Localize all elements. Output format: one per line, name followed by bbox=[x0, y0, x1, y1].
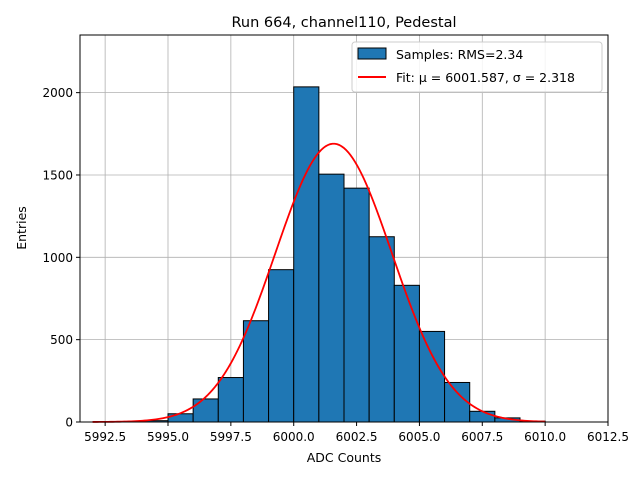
x-tick-label: 6007.5 bbox=[461, 430, 503, 444]
legend: Samples: RMS=2.34 Fit: μ = 6001.587, σ =… bbox=[351, 41, 603, 93]
legend-histogram-label: Samples: RMS=2.34 bbox=[396, 47, 523, 62]
y-tick-label: 0 bbox=[65, 416, 73, 430]
histogram-bar bbox=[217, 377, 244, 423]
histogram-bar bbox=[368, 236, 395, 423]
x-tick-label: 5995.0 bbox=[147, 430, 189, 444]
y-tick-label: 2000 bbox=[42, 86, 73, 100]
x-tick-label: 5997.5 bbox=[210, 430, 252, 444]
y-tick-label: 500 bbox=[50, 333, 73, 347]
x-tick-label: 6005.0 bbox=[398, 430, 440, 444]
histogram-bar bbox=[167, 413, 194, 423]
chart-title: Run 664, channel110, Pedestal bbox=[231, 15, 456, 31]
legend-fit-label: Fit: μ = 6001.587, σ = 2.318 bbox=[396, 70, 575, 85]
histogram-bar bbox=[293, 86, 320, 423]
y-tick-label: 1500 bbox=[42, 168, 73, 182]
plot-area: 5992.5 5995.0 5997.5 6000.0 6002.5 6005.0 6007… bbox=[42, 34, 629, 444]
y-tick-label: 1000 bbox=[42, 251, 73, 265]
axes-frame bbox=[79, 34, 609, 423]
histogram-bar bbox=[393, 284, 420, 423]
histogram-bar bbox=[192, 398, 219, 423]
histogram-bar bbox=[268, 269, 295, 423]
x-tick-label: 6012.5 bbox=[587, 430, 629, 444]
histogram-bar bbox=[318, 173, 345, 423]
legend-histogram-swatch bbox=[357, 47, 387, 60]
histogram-bar bbox=[242, 320, 270, 423]
y-axis-label: Entries bbox=[14, 206, 29, 250]
legend-frame bbox=[351, 41, 603, 93]
histogram-bar bbox=[469, 410, 496, 423]
x-tick-label: 6010.0 bbox=[524, 430, 566, 444]
x-tick-label: 5992.5 bbox=[84, 430, 126, 444]
x-axis-label: ADC Counts bbox=[307, 450, 382, 465]
histogram-bar bbox=[418, 330, 446, 423]
fit-curve bbox=[92, 142, 546, 423]
x-tick-label: 6000.0 bbox=[273, 430, 315, 444]
histogram-bar bbox=[343, 187, 370, 423]
histogram-bar bbox=[444, 381, 471, 423]
x-tick-label: 6002.5 bbox=[336, 430, 378, 444]
